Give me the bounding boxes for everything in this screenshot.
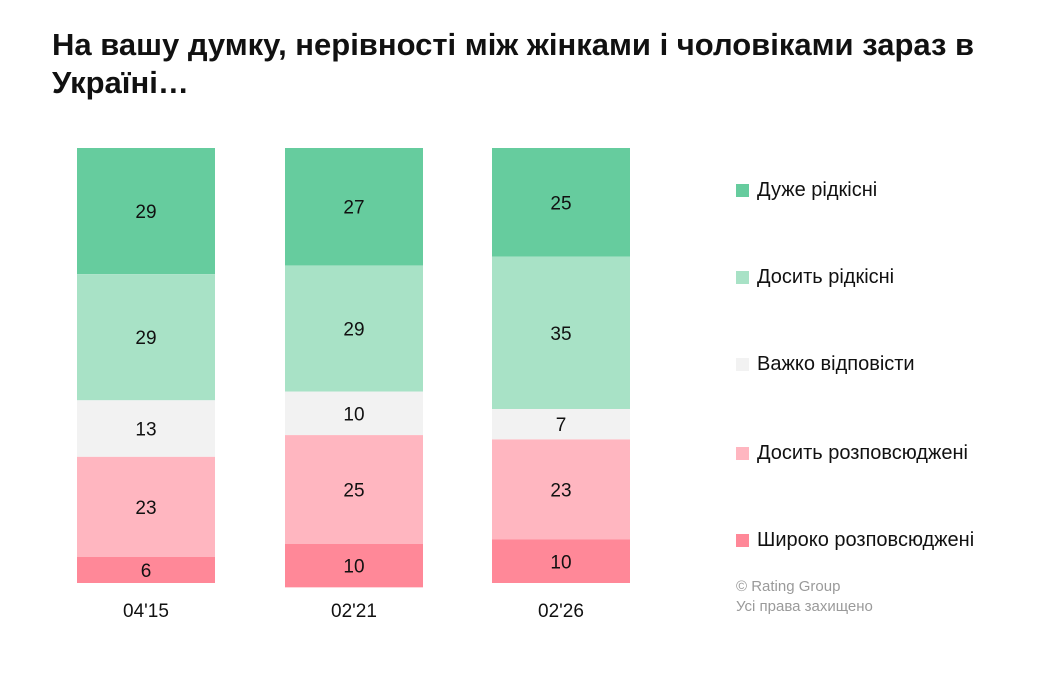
x-tick-label-02-26: 02'26 (538, 601, 584, 622)
legend-item-fairly-common: Досить розповсюджені (736, 442, 968, 465)
data-label-02-21-series-1: 29 (343, 320, 364, 341)
data-label-04-15-series-0: 29 (135, 202, 156, 223)
data-label-02-21-series-2: 10 (343, 404, 364, 425)
stacked-bar-chart: 29 29 13 23 6 04'15 27 29 10 25 10 02'21 25 35 7 23 10 02… (77, 148, 630, 622)
data-label-02-26-series-1: 35 (550, 324, 571, 345)
bar-segment-04-15-series-0 (77, 148, 215, 275)
legend-item-widely-common: Широко розповсюджені (736, 529, 974, 552)
legend-swatch-very-rare (736, 184, 749, 197)
bar-segment-02-21-series-0 (285, 148, 423, 266)
copyright-credit: © Rating Group Усі права захищено (736, 577, 873, 617)
credit-line-2: Усі права захищено (736, 598, 873, 615)
legend-label-fairly-common: Досить розповсюджені (757, 442, 968, 464)
bar-segment-04-15-series-1 (77, 274, 215, 401)
legend-swatch-widely-common (736, 534, 749, 547)
data-label-02-21-series-0: 27 (343, 198, 364, 219)
x-tick-label-04-15: 04'15 (123, 601, 169, 622)
bar-segment-02-26-series-2 (492, 409, 630, 440)
legend-label-fairly-rare: Досить рідкісні (757, 266, 895, 288)
data-label-04-15-series-4: 6 (141, 561, 152, 582)
legend-item-fairly-rare: Досить рідкісні (736, 266, 894, 289)
bar-segment-02-21-series-4 (285, 543, 423, 588)
data-label-04-15-series-2: 13 (135, 420, 156, 441)
legend-swatch-hard-to-say (736, 358, 749, 371)
bar-segment-02-21-series-1 (285, 265, 423, 392)
data-label-02-26-series-0: 25 (550, 193, 571, 214)
data-label-02-21-series-3: 25 (343, 480, 364, 501)
bar-segment-04-15-series-2 (77, 400, 215, 457)
bar-segment-02-26-series-0 (492, 148, 630, 257)
bar-segment-02-26-series-1 (492, 256, 630, 409)
data-label-04-15-series-1: 29 (135, 328, 156, 349)
bar-segment-02-26-series-3 (492, 439, 630, 540)
legend-item-very-rare: Дуже рідкісні (736, 179, 877, 202)
credit-line-1: © Rating Group (736, 578, 841, 595)
data-label-02-21-series-4: 10 (343, 557, 364, 578)
legend-label-widely-common: Широко розповсюджені (757, 529, 975, 551)
legend-swatch-fairly-rare (736, 271, 749, 284)
legend-label-hard-to-say: Важко відповісти (757, 353, 915, 375)
legend-swatch-fairly-common (736, 447, 749, 460)
data-label-04-15-series-3: 23 (135, 498, 156, 519)
legend-label-very-rare: Дуже рідкісні (757, 179, 878, 201)
bar-segment-02-21-series-3 (285, 435, 423, 544)
data-label-02-26-series-2: 7 (556, 415, 567, 436)
legend-item-hard-to-say: Важко відповісти (736, 353, 915, 376)
bar-segment-04-15-series-4 (77, 556, 215, 583)
bar-segment-02-21-series-2 (285, 391, 423, 436)
bar-segment-02-26-series-4 (492, 539, 630, 583)
data-label-02-26-series-4: 10 (550, 552, 571, 573)
data-label-02-26-series-3: 23 (550, 480, 571, 501)
x-tick-label-02-21: 02'21 (331, 601, 377, 622)
bar-segment-04-15-series-3 (77, 456, 215, 557)
chart-title: На вашу думку, нерівності між жінками і … (52, 27, 975, 100)
